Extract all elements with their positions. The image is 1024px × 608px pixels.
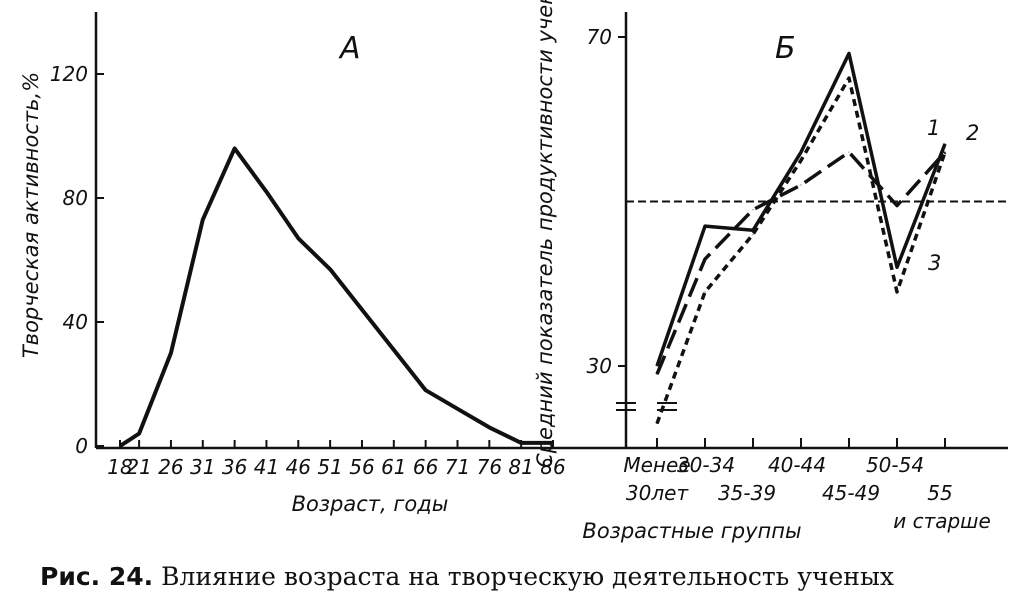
b-series-name: 3: [928, 251, 941, 275]
b-y-tick-label: 70: [587, 25, 612, 49]
a-data-point: [552, 442, 554, 444]
panel-a-xlabel: Возраст, годы: [292, 492, 449, 516]
a-x-tick-label: 18: [107, 455, 132, 479]
a-series-line: [118, 146, 553, 448]
b-series-line-1: [655, 51, 947, 367]
panel-a: А Творческая активность,% Возраст, годы …: [19, 12, 626, 516]
b-data-point: [800, 184, 802, 186]
b-data-point: [656, 365, 658, 367]
b-x-tick-label: 35-39: [718, 481, 776, 505]
b-data-point: [752, 233, 754, 235]
b-data-point: [896, 266, 898, 268]
b-data-point: [704, 225, 706, 227]
a-data-point: [234, 147, 236, 149]
a-data-point: [329, 268, 331, 270]
panel-b-ylabel: Средний показатель продуктивности ученых: [533, 0, 557, 468]
a-x-tick-label: 41: [254, 455, 279, 479]
a-y-tick-label: 120: [50, 62, 88, 86]
figure-caption: Рис. 24. Влияние возраста на творческую …: [40, 562, 1024, 591]
caption-text: Влияние возраста на творческую деятельно…: [161, 562, 894, 591]
b-data-point: [896, 291, 898, 293]
a-x-tick-label: 76: [477, 455, 502, 479]
a-x-tick-label: 61: [381, 455, 406, 479]
b-data-point: [944, 151, 946, 153]
a-x-tick-label: 36: [222, 455, 247, 479]
a-data-point: [119, 445, 121, 447]
b-x-tick-label: 40-44: [768, 453, 826, 477]
b-data-point: [848, 77, 850, 79]
a-x-tick-label: 86: [540, 455, 565, 479]
b-data-point: [848, 151, 850, 153]
b-x-tick-label: Менее: [623, 453, 690, 477]
a-data-point: [170, 352, 172, 354]
panel-b: Б Средний показатель продуктивности учен…: [533, 0, 1008, 543]
a-x-tick-label: 56: [349, 455, 374, 479]
a-y-tick-label: 0: [75, 434, 88, 458]
b-data-point: [656, 373, 658, 375]
a-y-tick-label: 80: [63, 186, 88, 210]
a-data-point: [520, 442, 522, 444]
a-data-point: [393, 349, 395, 351]
a-data-point: [456, 408, 458, 410]
panel-a-ylabel: Творческая активность,%: [19, 72, 43, 358]
b-data-point: [752, 209, 754, 211]
b-data-point: [752, 229, 754, 231]
a-data-point: [425, 389, 427, 391]
b-series-name: 2: [966, 121, 979, 145]
b-y-tick-label: 30: [587, 354, 612, 378]
b-data-point: [944, 143, 946, 145]
b-data-point: [896, 205, 898, 207]
b-x-tick-label: 30лет: [626, 481, 690, 505]
a-x-tick-label: 66: [413, 455, 438, 479]
b-data-point: [704, 291, 706, 293]
a-data-point: [297, 237, 299, 239]
b-x-tick-label: 45-49: [822, 481, 880, 505]
b-series-name: 1: [927, 116, 940, 140]
a-x-tick-label: 51: [317, 455, 342, 479]
a-x-tick-label: 71: [445, 455, 470, 479]
panel-b-label: Б: [775, 31, 796, 66]
a-data-point: [488, 426, 490, 428]
b-x-tick-label: 50-54: [866, 453, 924, 477]
b-data-point: [800, 151, 802, 153]
a-data-point: [202, 219, 204, 221]
a-x-tick-label: 31: [190, 455, 215, 479]
b-x-tick-label: 30-34: [677, 453, 735, 477]
a-data-point: [265, 191, 267, 193]
a-x-tick-label: 21: [126, 455, 151, 479]
panel-a-label: А: [338, 31, 361, 66]
panel-b-xlabel: Возрастные группы: [582, 519, 801, 543]
b-data-point: [704, 258, 706, 260]
a-y-tick-label: 40: [63, 310, 88, 334]
caption-number: Рис. 24.: [40, 562, 154, 591]
a-data-point: [361, 309, 363, 311]
b-data-point: [800, 159, 802, 161]
a-x-tick-label: 26: [158, 455, 183, 479]
a-x-tick-label: 81: [508, 455, 533, 479]
b-x-tick-label: и старше: [893, 509, 991, 533]
a-data-point: [138, 433, 140, 435]
b-data-point: [656, 423, 658, 425]
b-x-tick-label: 55: [927, 481, 952, 505]
b-data-point: [848, 52, 850, 54]
a-x-tick-label: 46: [286, 455, 311, 479]
figure: А Творческая активность,% Возраст, годы …: [19, 0, 1008, 543]
